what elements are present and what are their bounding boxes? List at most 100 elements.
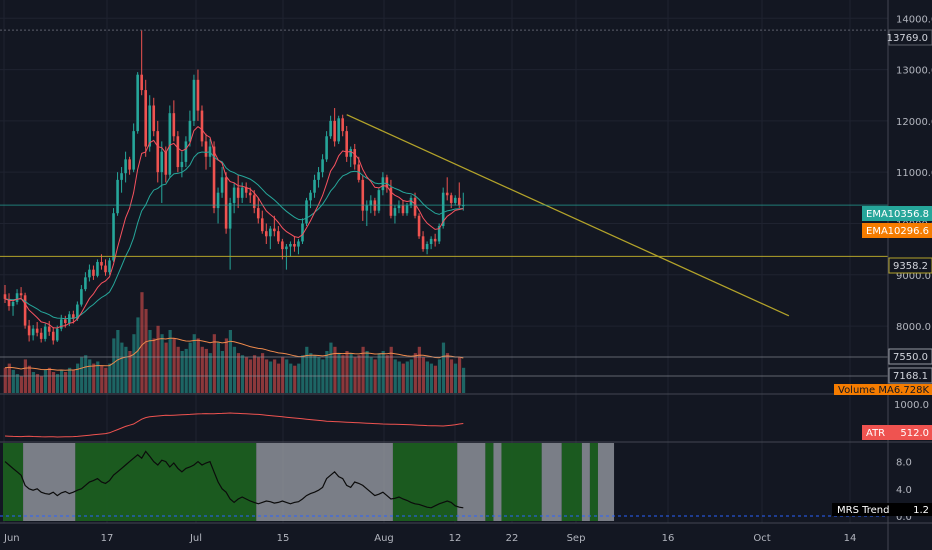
volume-bar bbox=[220, 351, 224, 393]
volume-bar bbox=[104, 367, 108, 393]
volume-bar bbox=[349, 353, 353, 393]
volume-bar bbox=[329, 342, 333, 393]
ema-slow-tag-value: 10296.6 bbox=[888, 226, 929, 237]
candle-body bbox=[156, 131, 160, 173]
candle-body bbox=[405, 205, 409, 214]
candle-body bbox=[317, 172, 320, 180]
candle-body bbox=[248, 192, 252, 196]
candle-body bbox=[27, 325, 31, 336]
volume-bar bbox=[236, 353, 241, 393]
candle-body bbox=[289, 244, 292, 247]
candle-body bbox=[421, 236, 425, 250]
candle-body bbox=[313, 179, 316, 193]
high-price-tag: 13769.0 bbox=[887, 29, 932, 46]
volume-bar bbox=[132, 334, 136, 393]
volume-bar bbox=[112, 338, 116, 393]
candle-body bbox=[325, 136, 328, 160]
candle-body bbox=[188, 120, 192, 142]
volume-bar bbox=[461, 367, 466, 393]
volume-bar bbox=[92, 363, 96, 393]
ema-slow-line bbox=[4, 151, 464, 320]
time-tick-label: Oct bbox=[753, 533, 770, 544]
volume-bar bbox=[39, 376, 44, 393]
volume-bar bbox=[84, 355, 88, 393]
volume-ma-line bbox=[4, 337, 464, 371]
volume-bar bbox=[244, 357, 249, 393]
candle-body bbox=[112, 213, 115, 261]
grid bbox=[0, 0, 888, 523]
time-tick-label: 22 bbox=[506, 533, 519, 544]
volume-bar bbox=[216, 342, 220, 393]
candle-body bbox=[116, 179, 119, 214]
candle-body bbox=[333, 120, 336, 142]
mrs-tick-label: 8.0 bbox=[896, 458, 912, 469]
trendline[interactable] bbox=[346, 114, 790, 317]
atr-tag-name: ATR bbox=[866, 428, 885, 439]
ema-fast-line bbox=[4, 125, 464, 329]
candle-body bbox=[204, 141, 208, 157]
candle-body bbox=[269, 228, 272, 237]
volume-bar bbox=[365, 351, 369, 393]
candle-body bbox=[128, 159, 131, 170]
volume-bar bbox=[232, 346, 237, 393]
candle-body bbox=[228, 202, 232, 229]
volume-bar bbox=[68, 367, 72, 393]
support-price-tag-text: 9358.2 bbox=[893, 261, 928, 272]
vol-b-tag-text: 7168.1 bbox=[893, 371, 928, 382]
candle-body bbox=[224, 177, 228, 229]
ema-fast-tag-value: 10356.8 bbox=[888, 209, 929, 220]
volume-bar bbox=[204, 348, 208, 393]
volume-bar bbox=[156, 325, 160, 393]
volume-ma-tag: Volume MA 6.728K bbox=[834, 384, 932, 396]
candle-body bbox=[220, 177, 224, 193]
candle-body bbox=[84, 277, 87, 290]
mrs-band-11 bbox=[581, 443, 590, 521]
candle-body bbox=[449, 195, 453, 203]
price-tick-label: 12000.0 bbox=[896, 117, 932, 128]
candle-body bbox=[96, 261, 99, 276]
vol-b-tag: 7168.1 bbox=[888, 367, 932, 384]
volume-bar bbox=[357, 355, 361, 393]
price-tick-label: 9000.0 bbox=[896, 271, 931, 282]
volume-bar bbox=[429, 363, 434, 393]
mrs-band-9 bbox=[541, 443, 562, 521]
volume-bar bbox=[19, 376, 23, 393]
time-axis-ticks[interactable]: Jun 17 Jul 15 Aug 12 22 Sep 16 Oct 14 bbox=[3, 533, 856, 544]
mrs-band-13 bbox=[597, 443, 615, 521]
candle-body bbox=[39, 332, 43, 339]
time-tick-label: 16 bbox=[662, 533, 675, 544]
volume-bar bbox=[148, 330, 152, 393]
candle-body bbox=[281, 241, 284, 250]
volume-bar bbox=[96, 361, 100, 393]
volume-bar bbox=[208, 353, 212, 393]
mrs-band-7 bbox=[493, 443, 502, 521]
volume-bar bbox=[345, 351, 349, 393]
candle-body bbox=[381, 177, 385, 191]
mrs-band-10 bbox=[561, 443, 582, 521]
volume-bar bbox=[405, 361, 409, 393]
ema-fast-tag-name: EMA bbox=[866, 209, 888, 220]
candle-body bbox=[80, 289, 83, 305]
candle-body bbox=[124, 159, 127, 174]
volume-bar bbox=[59, 369, 64, 393]
candle-body bbox=[15, 293, 19, 302]
volume-bar bbox=[260, 353, 265, 393]
atr-axis-ticks: 1000.0 bbox=[894, 400, 929, 411]
candle-body bbox=[377, 190, 381, 211]
high-price-tag-text: 13769.0 bbox=[887, 33, 928, 44]
volume-bar bbox=[64, 372, 68, 393]
volume-bar bbox=[425, 361, 429, 393]
candle-body bbox=[285, 246, 288, 250]
volume-bar bbox=[256, 357, 261, 393]
volume-bar bbox=[441, 342, 446, 393]
candle-body bbox=[393, 208, 397, 216]
candle-body bbox=[252, 195, 256, 209]
volume-bar bbox=[188, 342, 192, 393]
volume-bar bbox=[369, 357, 373, 393]
volume-bar bbox=[100, 365, 104, 393]
time-tick-label: 12 bbox=[449, 533, 462, 544]
volume-bar bbox=[51, 372, 56, 393]
time-tick-label: Aug bbox=[374, 533, 394, 544]
mrs-band-4 bbox=[392, 443, 458, 521]
